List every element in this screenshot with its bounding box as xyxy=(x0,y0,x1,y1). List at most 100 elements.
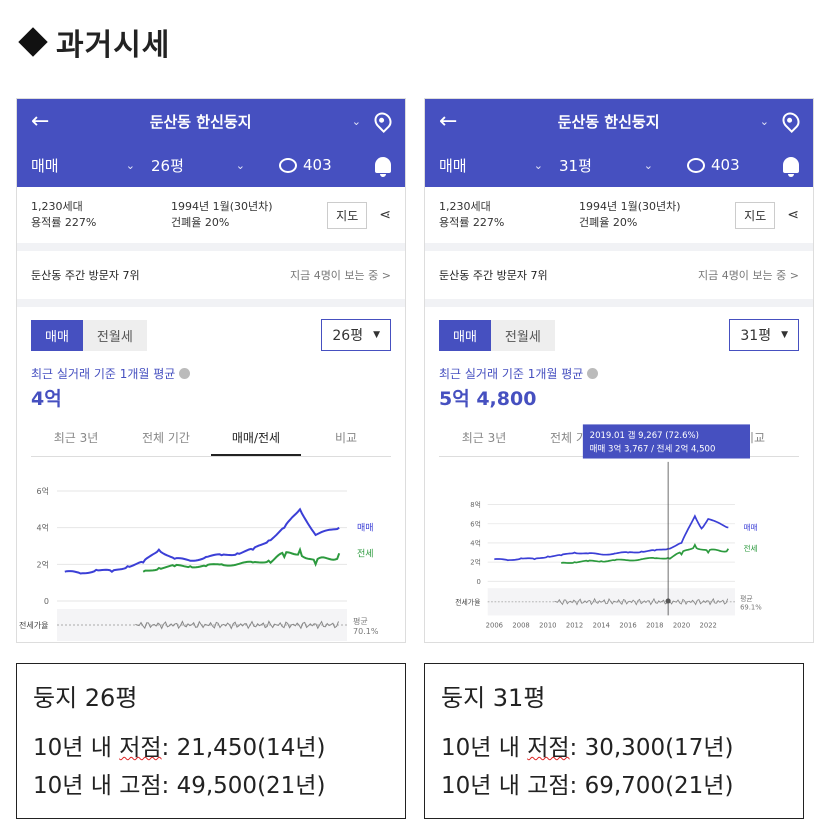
building-coverage: 건폐율 20% xyxy=(171,216,230,229)
data-source: 국토교통부에서 6시간 전 확인 xyxy=(425,641,813,642)
complex-name[interactable]: 둔산동 한신둥지 xyxy=(149,112,252,131)
y-tick-label: 2억 xyxy=(470,559,481,567)
complex-name[interactable]: 둔산동 한신둥지 xyxy=(557,112,660,131)
floor-area-ratio: 용적률 227% xyxy=(31,216,97,229)
summary-high: 10년 내 고점: 69,700(21년) xyxy=(441,773,734,799)
deal-type-dropdown[interactable]: 매매 ⌄ xyxy=(31,156,135,175)
comments-button[interactable]: 403 xyxy=(687,156,740,174)
bell-icon[interactable] xyxy=(375,157,391,177)
chevron-down-icon[interactable]: ⌄ xyxy=(351,114,361,128)
avg-label: 최근 실거래 기준 1개월 평균 xyxy=(439,365,799,382)
app-panel-31: ← 둔산동 한신둥지 ⌄ 매매 ⌄ 31평 ⌄ 403 1,230세대 용적률 227… xyxy=(424,98,814,643)
legend-jeonse: 전세 xyxy=(357,548,374,559)
share-icon[interactable]: ⋖ xyxy=(787,207,799,223)
x-tick-label: 2014 xyxy=(593,621,610,629)
share-icon[interactable]: ⋖ xyxy=(379,207,391,223)
x-tick-label: 2018 xyxy=(646,621,663,629)
size-select[interactable]: 26평 ▼ xyxy=(321,319,391,351)
households: 1,230세대 xyxy=(439,200,491,213)
approval-date: 1994년 1월(30년차) xyxy=(171,200,273,213)
price-chart[interactable]: 6억4억2억0전세가율평균70.1%2006200820102012201420… xyxy=(17,461,405,642)
ratio-avg-label: 평균 xyxy=(740,594,753,603)
x-tick-label: 2012 xyxy=(566,621,583,629)
caret-down-icon: ▼ xyxy=(781,330,788,340)
back-arrow-icon[interactable]: ← xyxy=(31,108,50,134)
info-icon xyxy=(179,368,191,379)
tab-all-period[interactable]: 전체 기간 xyxy=(142,431,190,445)
location-pin-icon[interactable] xyxy=(778,108,804,134)
ratio-label: 전세가율 xyxy=(455,597,480,606)
summary-box-26: 둥지 26평 10년 내 저점: 21,450(14년) 10년 내 고점: 4… xyxy=(16,663,406,819)
tab-recent-3y[interactable]: 최근 3년 xyxy=(461,431,507,445)
households: 1,230세대 xyxy=(31,200,83,213)
summary-box-31: 둥지 31평 10년 내 저점: 30,300(17년) 10년 내 고점: 6… xyxy=(424,663,804,819)
size-dropdown[interactable]: 31평 ⌄ xyxy=(559,156,653,175)
chevron-down-icon[interactable]: ⌄ xyxy=(759,114,769,128)
chevron-down-icon: ⌄ xyxy=(643,158,653,172)
app-header: ← 둔산동 한신둥지 ⌄ 매매 ⌄ 26평 ⌄ 403 xyxy=(17,99,405,187)
visitor-row[interactable]: 둔산동 주간 방문자 7위 지금 4명이 보는 중 > xyxy=(425,251,813,307)
series-line-jeonse xyxy=(142,546,341,573)
back-arrow-icon[interactable]: ← xyxy=(439,108,458,134)
size-dropdown[interactable]: 26평 ⌄ xyxy=(151,156,245,175)
app-header: ← 둔산동 한신둥지 ⌄ 매매 ⌄ 31평 ⌄ 403 xyxy=(425,99,813,187)
series-line-sale xyxy=(64,507,340,575)
y-tick-label: 6억 xyxy=(470,520,481,528)
complex-info: 1,230세대 용적률 227% 1994년 1월(30년차) 건폐율 20% 지도… xyxy=(425,187,813,251)
x-tick-label: 2006 xyxy=(486,621,503,629)
toggle-rent[interactable]: 전월세 xyxy=(82,319,147,351)
period-tabs[interactable]: 최근 3년 전체 기간 매매/전세 비교 xyxy=(31,421,391,457)
summary-high: 10년 내 고점: 49,500(21년) xyxy=(33,773,326,799)
trade-toggle[interactable]: 매매 전월세 xyxy=(439,319,555,351)
summary-title: 둥지 26평 xyxy=(33,684,138,712)
y-tick-label: 0 xyxy=(477,578,481,586)
legend-sale: 매매 xyxy=(743,523,757,532)
deal-type-dropdown[interactable]: 매매 ⌄ xyxy=(439,156,543,175)
page-title: 과거시세 xyxy=(56,28,171,63)
legend-jeonse: 전세 xyxy=(743,543,757,553)
toggle-sale[interactable]: 매매 xyxy=(439,319,491,351)
x-tick-label: 2020 xyxy=(673,621,690,629)
now-viewing: 지금 4명이 보는 중 > xyxy=(289,269,391,282)
avg-price: 5억 4,800 xyxy=(439,388,537,410)
x-tick-label: 2010 xyxy=(539,621,556,629)
now-viewing: 지금 4명이 보는 중 > xyxy=(697,269,799,282)
tab-sale-jeonse[interactable]: 매매/전세 xyxy=(211,421,301,456)
map-button[interactable]: 지도 xyxy=(327,201,368,229)
tab-recent-3y[interactable]: 최근 3년 xyxy=(53,431,99,445)
marker-dot xyxy=(665,598,671,604)
toggle-sale[interactable]: 매매 xyxy=(31,319,83,351)
trade-toggle[interactable]: 매매 전월세 xyxy=(31,319,147,351)
legend-sale: 매매 xyxy=(357,523,374,534)
comments-button[interactable]: 403 xyxy=(279,156,332,174)
toggle-rent[interactable]: 전월세 xyxy=(490,319,555,351)
summary-low: 10년 내 저점: 30,300(17년) xyxy=(441,735,734,761)
x-tick-label: 2008 xyxy=(512,621,529,629)
tooltip-line2: 매매 3억 3,767 / 전세 2억 4,500 xyxy=(590,444,716,455)
price-chart[interactable]: 8억 6억 4억 2억 0 전세가율 평균 69.1% 2006 2008 2010 2012 2014… xyxy=(425,421,813,641)
x-tick-label: 2022 xyxy=(700,621,717,629)
ratio-line xyxy=(135,620,339,630)
tab-compare[interactable]: 비교 xyxy=(334,431,358,445)
chevron-down-icon: ⌄ xyxy=(533,158,543,172)
size-select[interactable]: 31평 ▼ xyxy=(729,319,799,351)
chart-svg: 6억4억2억0전세가율평균70.1%2006200820102012201420… xyxy=(19,486,379,641)
y-tick-label: 8억 xyxy=(470,501,481,509)
ratio-value: 69.1% xyxy=(740,603,762,611)
bell-icon[interactable] xyxy=(783,157,799,177)
tooltip-line1: 2019.01 갭 9,267 (72.6%) xyxy=(590,430,699,441)
y-tick-label: 2억 xyxy=(37,559,49,569)
avg-label: 최근 실거래 기준 1개월 평균 xyxy=(31,365,391,382)
map-button[interactable]: 지도 xyxy=(735,201,776,229)
visitor-rank: 둔산동 주간 방문자 7위 xyxy=(439,269,548,282)
location-pin-icon[interactable] xyxy=(370,108,396,134)
visitor-row[interactable]: 둔산동 주간 방문자 7위 지금 4명이 보는 중 > xyxy=(17,251,405,307)
ratio-line xyxy=(554,597,729,606)
series-line-jeonse xyxy=(560,543,730,564)
approval-date: 1994년 1월(30년차) xyxy=(579,200,681,213)
page-heading: 과거시세 xyxy=(18,20,171,64)
visitor-rank: 둔산동 주간 방문자 7위 xyxy=(31,269,140,282)
